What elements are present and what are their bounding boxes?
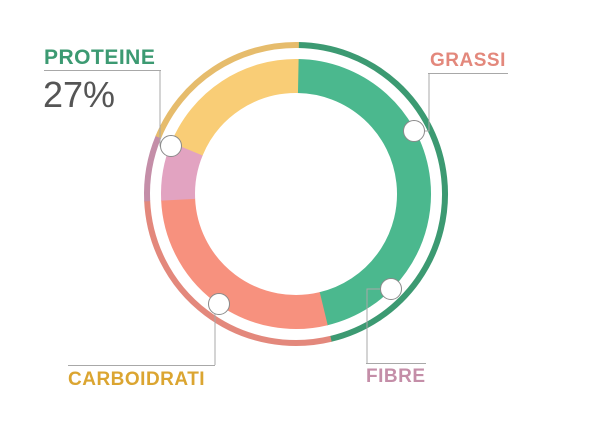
slice-proteine xyxy=(297,59,431,326)
label-grassi: GRASSI xyxy=(430,50,506,71)
outer-arc-proteine xyxy=(298,42,449,342)
leader-lines xyxy=(159,71,430,365)
outer-arc-grassi xyxy=(144,200,332,346)
inner-ring xyxy=(161,59,431,329)
outer-ring xyxy=(144,42,449,346)
slice-carboidrati xyxy=(171,59,299,156)
underline-grassi xyxy=(428,73,508,74)
marker-grassi xyxy=(403,120,425,142)
slice-fibre xyxy=(161,141,204,201)
label-carboidrati: CARBOIDRATI xyxy=(68,369,206,390)
marker-fibre xyxy=(380,278,402,300)
label-proteine: PROTEINE xyxy=(44,46,156,69)
outer-arc-carboidrati xyxy=(155,42,299,139)
marker-proteine xyxy=(160,135,182,157)
value-proteine: 27% xyxy=(43,74,116,115)
underline-fibre xyxy=(366,363,426,364)
underline-proteine xyxy=(44,70,161,71)
slice-grassi xyxy=(161,197,328,329)
outer-arc-fibre xyxy=(144,135,162,202)
underline-carboidrati xyxy=(68,365,215,366)
marker-carboidrati xyxy=(208,293,230,315)
label-fibre: FIBRE xyxy=(366,366,426,387)
